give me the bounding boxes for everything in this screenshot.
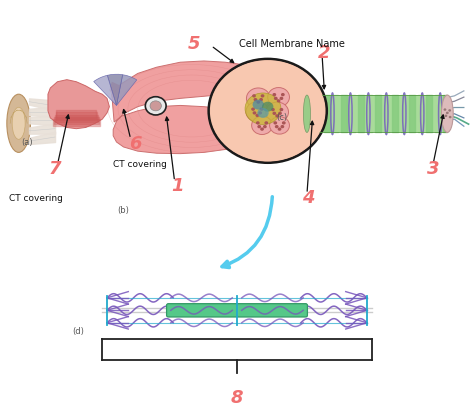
Circle shape: [257, 108, 269, 118]
Circle shape: [282, 121, 286, 125]
Circle shape: [446, 112, 449, 114]
Text: Cell Membrane Name: Cell Membrane Name: [239, 39, 345, 49]
Circle shape: [263, 125, 267, 128]
Circle shape: [150, 101, 161, 111]
Circle shape: [256, 100, 260, 104]
Circle shape: [209, 59, 327, 163]
Circle shape: [277, 99, 281, 103]
Circle shape: [278, 128, 282, 131]
Text: 4: 4: [301, 189, 314, 207]
Circle shape: [260, 108, 264, 111]
Circle shape: [253, 111, 256, 115]
Circle shape: [444, 108, 447, 111]
Polygon shape: [109, 82, 121, 94]
Circle shape: [280, 108, 283, 111]
Circle shape: [271, 108, 275, 111]
Wedge shape: [107, 74, 123, 106]
Text: (c): (c): [276, 113, 287, 122]
Circle shape: [273, 112, 276, 115]
Circle shape: [251, 108, 255, 111]
Wedge shape: [117, 75, 137, 106]
Circle shape: [266, 102, 289, 122]
Circle shape: [278, 112, 282, 115]
Circle shape: [448, 109, 451, 112]
Text: CT covering: CT covering: [113, 161, 167, 169]
Text: 2: 2: [318, 44, 331, 62]
FancyBboxPatch shape: [307, 95, 447, 133]
Circle shape: [257, 125, 261, 128]
Circle shape: [268, 88, 290, 107]
Circle shape: [445, 115, 447, 117]
Circle shape: [252, 94, 256, 98]
Text: (d): (d): [73, 327, 85, 336]
Circle shape: [252, 116, 273, 135]
Text: CT covering: CT covering: [9, 193, 63, 203]
Circle shape: [275, 125, 279, 128]
Wedge shape: [94, 75, 117, 106]
Ellipse shape: [441, 95, 453, 133]
Text: 3: 3: [427, 160, 439, 178]
Circle shape: [280, 97, 283, 100]
Circle shape: [259, 98, 263, 101]
Circle shape: [261, 94, 264, 98]
Ellipse shape: [7, 94, 30, 152]
Circle shape: [262, 102, 273, 112]
Circle shape: [270, 117, 290, 134]
Circle shape: [254, 98, 257, 101]
Text: 5: 5: [188, 35, 201, 53]
Polygon shape: [112, 61, 271, 153]
Ellipse shape: [12, 107, 25, 139]
Circle shape: [256, 121, 260, 125]
Text: 6: 6: [129, 135, 142, 153]
Circle shape: [273, 93, 276, 96]
Polygon shape: [48, 80, 109, 129]
Circle shape: [146, 97, 166, 115]
Circle shape: [245, 93, 281, 125]
Circle shape: [274, 97, 278, 100]
Circle shape: [260, 128, 264, 131]
Circle shape: [246, 88, 270, 109]
Circle shape: [253, 100, 264, 110]
Text: (b): (b): [118, 206, 129, 215]
Text: 1: 1: [172, 177, 184, 195]
Text: 7: 7: [49, 160, 61, 178]
Circle shape: [255, 114, 259, 117]
Circle shape: [275, 114, 279, 118]
Circle shape: [258, 111, 262, 115]
Ellipse shape: [303, 95, 310, 133]
Text: (a): (a): [21, 138, 33, 146]
Circle shape: [273, 121, 277, 125]
Circle shape: [281, 125, 284, 128]
Circle shape: [246, 102, 269, 122]
Circle shape: [281, 93, 285, 96]
Circle shape: [210, 60, 325, 161]
Text: 8: 8: [231, 389, 243, 407]
FancyBboxPatch shape: [166, 304, 308, 317]
Circle shape: [264, 121, 268, 125]
Circle shape: [449, 116, 452, 118]
